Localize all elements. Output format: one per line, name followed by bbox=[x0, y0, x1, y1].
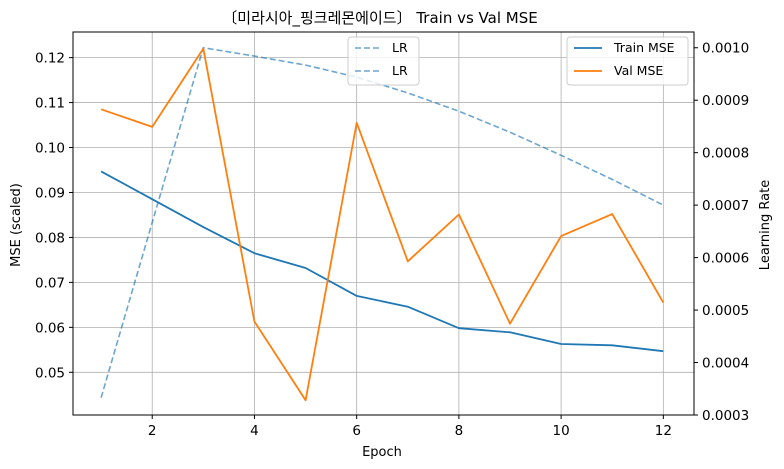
x-axis-title: Epoch bbox=[362, 445, 402, 460]
x-tick-label-3: 8 bbox=[455, 423, 464, 439]
y-tick-label-0: 0.05 bbox=[35, 365, 65, 381]
axis-ticks: 2 4 6 8 10 12 0.05 0.06 0.07 0.08 0.09 0.10 0.11 0.12… bbox=[35, 41, 749, 439]
legend-val-label: Val MSE bbox=[614, 63, 663, 78]
y-tick-label-1: 0.06 bbox=[35, 320, 65, 336]
legend-lr-box bbox=[347, 36, 420, 86]
legend-train-label: Train MSE bbox=[613, 40, 675, 55]
legend-mse: Train MSE Val MSE bbox=[566, 36, 689, 86]
chart-title: 〔미라시아_핑크레몬에이드〕 Train vs Val MSE bbox=[222, 9, 537, 28]
y2-tick-label-5: 0.0008 bbox=[702, 146, 749, 162]
y2-tick-label-6: 0.0009 bbox=[702, 93, 749, 109]
y-tick-label-2: 0.07 bbox=[35, 275, 65, 291]
series-lines bbox=[100, 46, 665, 402]
y-axis-title: MSE (scaled) bbox=[9, 183, 24, 267]
grid bbox=[73, 32, 694, 415]
y2-tick-label-2: 0.0005 bbox=[702, 303, 749, 319]
series-line-val-mse bbox=[100, 47, 665, 402]
series-line-lr bbox=[100, 46, 664, 398]
y-tick-label-3: 0.08 bbox=[35, 230, 65, 246]
legend-lr: LR LR bbox=[347, 36, 420, 86]
y-tick-label-5: 0.10 bbox=[35, 141, 65, 157]
y-tick-label-6: 0.11 bbox=[35, 96, 65, 112]
x-tick-label-4: 10 bbox=[553, 423, 570, 439]
y-tick-label-4: 0.09 bbox=[35, 185, 65, 201]
y-tick-label-7: 0.12 bbox=[35, 51, 65, 67]
y2-tick-label-0: 0.0003 bbox=[702, 408, 749, 424]
plot-frame bbox=[72, 31, 695, 416]
x-tick-label-0: 2 bbox=[148, 423, 157, 439]
legend-lr-label-1: LR bbox=[392, 40, 408, 55]
x-tick-label-2: 6 bbox=[352, 423, 361, 439]
y2-tick-label-4: 0.0007 bbox=[702, 198, 749, 214]
legend-mse-box bbox=[566, 36, 689, 86]
x-tick-label-5: 12 bbox=[655, 423, 672, 439]
y2-axis-title: Learning Rate bbox=[758, 180, 773, 270]
y2-tick-label-3: 0.0006 bbox=[702, 251, 749, 267]
series-line-train-mse bbox=[100, 170, 664, 353]
x-tick-label-1: 4 bbox=[250, 423, 259, 439]
y2-tick-label-1: 0.0004 bbox=[702, 356, 749, 372]
legend-lr-label-2: LR bbox=[392, 63, 408, 78]
y2-tick-label-7: 0.0010 bbox=[702, 41, 749, 57]
